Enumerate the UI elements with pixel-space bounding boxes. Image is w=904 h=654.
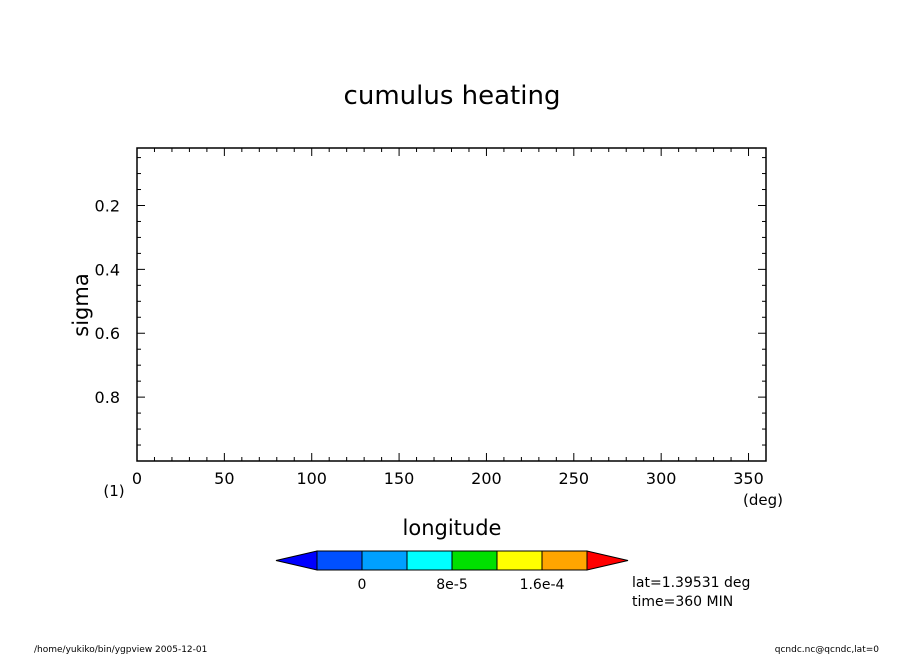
colorbar-high-extension (586, 550, 629, 571)
colorbar-box (316, 550, 363, 571)
y-axis-label: sigma (69, 273, 93, 336)
colorbar-box (496, 550, 543, 571)
x-axis: 0 50 100 150 200 250 300 350 (132, 148, 767, 488)
x-tick-label: 250 (559, 469, 590, 488)
colorbar-box (361, 550, 408, 571)
colorbar-box (451, 550, 498, 571)
x-tick-label: 50 (214, 469, 234, 488)
annotation-lat: lat=1.39531 deg (632, 575, 750, 591)
footer-left: /home/yukiko/bin/ygpview 2005-12-01 (34, 645, 207, 654)
colorbar-box (541, 550, 588, 571)
x-tick-label: 100 (296, 469, 327, 488)
y-axis-unit: (1) (103, 482, 124, 500)
x-tick-label: 350 (733, 469, 764, 488)
y-tick-label: 0.4 (95, 260, 120, 279)
x-axis-unit: (deg) (743, 491, 783, 509)
annotation-time: time=360 MIN (632, 594, 733, 610)
colorbar-tick-label: 1.6e-4 (520, 577, 565, 593)
colorbar-low-extension (275, 550, 318, 571)
x-tick-label: 300 (646, 469, 677, 488)
colorbar-box (406, 550, 453, 571)
y-tick-label: 0.8 (95, 388, 120, 407)
colorbar: 0 8e-5 1.6e-4 (275, 550, 629, 593)
y-tick-label: 0.2 (95, 196, 120, 215)
plot-frame (136, 147, 767, 462)
y-axis: 0.2 0.4 0.6 0.8 (95, 157, 766, 446)
x-tick-label: 0 (132, 469, 142, 488)
x-tick-label: 200 (471, 469, 502, 488)
y-tick-label: 0.6 (95, 324, 120, 343)
chart-title: cumulus heating (344, 81, 561, 111)
footer-right: qcndc.nc@qcndc,lat=0 (775, 645, 880, 654)
colorbar-tick-label: 8e-5 (436, 577, 467, 593)
colorbar-tick-label: 0 (358, 577, 367, 593)
x-tick-label: 150 (384, 469, 415, 488)
x-axis-label: longitude (403, 516, 502, 540)
